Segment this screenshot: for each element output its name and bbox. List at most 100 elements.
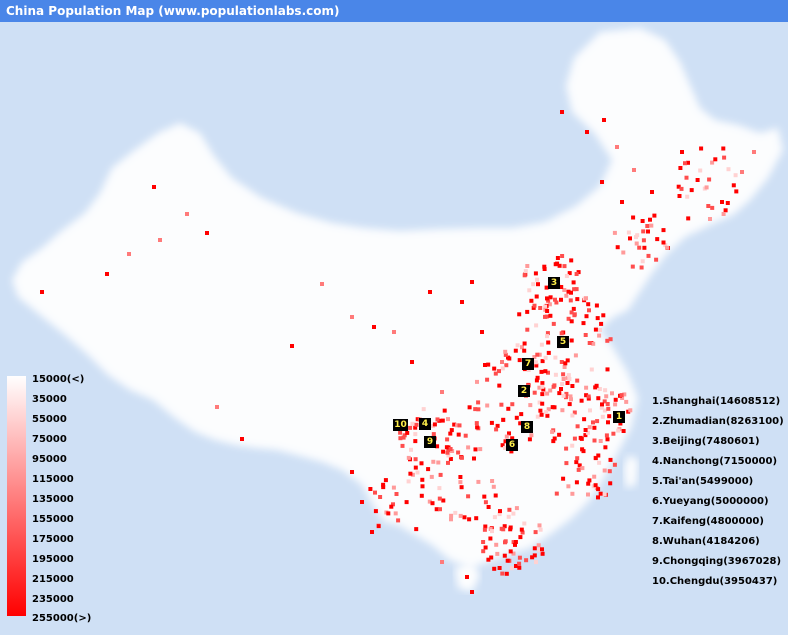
- population-dot: [505, 558, 510, 563]
- population-dot: [429, 474, 434, 479]
- population-dot: [707, 177, 712, 182]
- city-marker-chongqing[interactable]: 9: [424, 436, 436, 448]
- population-dot: [637, 245, 642, 250]
- city-marker-nanchong[interactable]: 4: [419, 418, 431, 430]
- china-landmass: [12, 28, 783, 568]
- population-dot: [437, 496, 442, 501]
- population-dot: [572, 313, 577, 318]
- population-dot: [553, 372, 558, 377]
- population-dot: [414, 527, 419, 532]
- population-dot: [392, 330, 396, 334]
- population-dot: [555, 261, 560, 266]
- population-dot: [588, 408, 592, 413]
- population-dot: [557, 432, 562, 437]
- population-dot: [435, 417, 440, 422]
- population-dot: [448, 457, 453, 461]
- ranking-item: 1.Shanghai(14608512): [652, 396, 781, 407]
- population-dot: [391, 485, 396, 490]
- population-dot: [525, 264, 530, 268]
- population-dot: [481, 549, 486, 554]
- population-dot: [535, 414, 540, 419]
- population-dot: [507, 431, 511, 436]
- population-dot: [240, 437, 244, 441]
- city-marker-shanghai[interactable]: 1: [613, 411, 625, 423]
- population-dot: [583, 433, 588, 438]
- city-marker-wuhan[interactable]: 8: [521, 421, 533, 433]
- legend-label: 75000: [32, 434, 67, 445]
- population-dot: [626, 230, 631, 235]
- population-dot: [514, 506, 519, 511]
- population-dot: [562, 365, 567, 369]
- population-dot: [535, 375, 540, 380]
- population-dot: [624, 399, 629, 404]
- population-dot: [453, 510, 458, 515]
- population-dot: [573, 353, 578, 358]
- population-dot: [503, 352, 508, 357]
- population-dot: [576, 467, 581, 472]
- population-dot: [632, 168, 636, 172]
- population-dot: [540, 359, 545, 364]
- population-dot: [524, 558, 529, 563]
- population-dot: [501, 417, 506, 422]
- population-dot: [486, 505, 491, 509]
- population-dot: [583, 333, 588, 337]
- population-dot: [373, 490, 377, 495]
- population-dot: [584, 314, 589, 319]
- population-dot: [571, 306, 576, 311]
- population-dot: [533, 530, 538, 535]
- population-dot: [708, 217, 712, 221]
- city-marker-kaifeng[interactable]: 7: [522, 358, 534, 370]
- population-dot: [600, 402, 604, 407]
- population-dot: [483, 524, 488, 529]
- population-dot: [597, 333, 602, 338]
- population-dot: [500, 366, 505, 371]
- population-dot: [610, 391, 614, 396]
- population-dot: [564, 461, 569, 466]
- population-dot: [419, 493, 424, 498]
- population-dot: [586, 396, 591, 401]
- population-dot: [495, 551, 500, 556]
- population-dot: [420, 484, 425, 489]
- population-dot: [473, 407, 478, 412]
- city-marker-beijing[interactable]: 3: [548, 277, 560, 289]
- population-dot: [586, 394, 591, 399]
- population-dot: [427, 499, 432, 504]
- population-dot: [621, 429, 626, 433]
- population-dot: [543, 355, 548, 360]
- city-marker-yueyang[interactable]: 6: [506, 439, 518, 451]
- population-dot: [568, 298, 573, 303]
- population-dot: [562, 264, 567, 269]
- population-dot: [561, 377, 566, 381]
- population-dot: [527, 437, 532, 442]
- city-marker-zhumadian[interactable]: 2: [518, 385, 530, 397]
- population-dot: [534, 378, 539, 383]
- population-dot: [554, 491, 559, 496]
- legend-label: 255000(>): [32, 613, 92, 624]
- city-marker-taian[interactable]: 5: [557, 336, 569, 348]
- population-dot: [722, 155, 727, 160]
- population-dot: [525, 309, 530, 314]
- population-dot: [445, 450, 450, 455]
- ranking-item: 7.Kaifeng(4800000): [652, 516, 764, 527]
- population-dot: [537, 352, 542, 357]
- population-dot: [540, 401, 545, 406]
- population-dot: [634, 241, 639, 246]
- population-dot: [373, 509, 378, 514]
- population-dot: [641, 229, 646, 234]
- population-dot: [449, 428, 454, 433]
- population-dot: [531, 305, 536, 310]
- population-dot: [483, 500, 488, 505]
- population-dot: [547, 302, 552, 307]
- population-dot: [538, 408, 543, 413]
- population-dot: [446, 417, 450, 422]
- population-dot: [546, 350, 551, 355]
- city-marker-chengdu[interactable]: 10: [393, 419, 408, 431]
- population-dot: [534, 294, 539, 299]
- population-dot: [592, 438, 597, 443]
- population-dot: [605, 437, 610, 442]
- population-dot: [605, 402, 610, 406]
- population-dot: [472, 456, 476, 461]
- population-dot: [630, 264, 635, 269]
- population-dot: [689, 188, 694, 193]
- population-dot: [604, 394, 609, 399]
